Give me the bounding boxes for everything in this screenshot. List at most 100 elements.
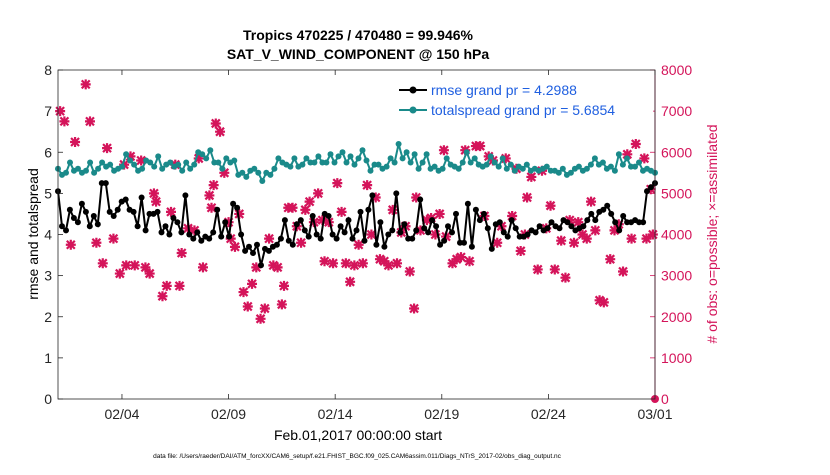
- y-left-tick-label: 6: [44, 144, 52, 160]
- obs-assimilated-marker: [223, 217, 234, 228]
- x-tick-label: 02/04: [104, 406, 139, 422]
- totalspread-marker: [187, 165, 194, 172]
- obs-assimilated-marker: [451, 254, 462, 265]
- y-axis-label-left: rmse and totalspread: [25, 168, 41, 300]
- rmse-marker: [234, 204, 241, 211]
- obs-assimilated-marker: [605, 254, 616, 265]
- obs-assimilated-marker: [581, 233, 592, 244]
- rmse-marker: [63, 227, 69, 234]
- rmse-marker: [206, 235, 213, 242]
- rmse-marker: [345, 217, 352, 224]
- totalspread-marker: [291, 155, 298, 162]
- totalspread-marker: [299, 161, 306, 168]
- rmse-marker: [285, 237, 292, 244]
- y-left-tick-label: 8: [44, 62, 52, 78]
- totalspread-marker: [327, 151, 334, 158]
- totalspread-marker: [203, 155, 210, 162]
- rmse-marker: [433, 223, 440, 230]
- rmse-marker: [584, 217, 591, 224]
- obs-assimilated-marker: [349, 260, 360, 271]
- obs-assimilated-marker: [411, 192, 422, 203]
- obs-assimilated-marker: [234, 208, 245, 219]
- totalspread-marker: [599, 159, 606, 166]
- totalspread-marker: [199, 151, 206, 158]
- totalspread-marker: [575, 163, 582, 170]
- rmse-marker: [604, 202, 611, 209]
- rmse-marker: [246, 243, 252, 250]
- rmse-marker: [265, 247, 272, 254]
- totalspread-marker: [99, 159, 106, 166]
- totalspread-marker: [383, 163, 390, 170]
- totalspread-marker: [219, 165, 226, 172]
- obs-assimilated-marker: [97, 258, 108, 269]
- totalspread-marker: [147, 159, 154, 166]
- rmse-marker: [389, 227, 396, 234]
- axes-box: [57, 69, 656, 400]
- totalspread-marker: [155, 153, 162, 160]
- obs-assimilated-marker: [357, 258, 368, 269]
- rmse-marker: [409, 235, 416, 242]
- obs-assimilated-marker: [345, 276, 356, 287]
- obs-assimilated-marker: [108, 233, 119, 244]
- y-left-tick-label: 3: [44, 268, 52, 284]
- obs-assimilated-marker: [125, 151, 136, 162]
- obs-assimilated-marker: [577, 229, 588, 240]
- obs-assimilated-marker: [242, 301, 253, 312]
- totalspread-marker: [179, 167, 186, 174]
- right-axis-ticks: 0 1000 2000 3000 4000 5000 6000 7000 8000: [650, 62, 692, 407]
- rmse-marker: [608, 210, 615, 217]
- rmse-marker: [588, 210, 595, 217]
- obs-assimilated-marker: [622, 149, 633, 160]
- obs-assimilated-marker: [304, 196, 315, 207]
- x-axis-label: Feb.01,2017 00:00:00 start: [274, 427, 442, 443]
- totalspread-marker: [223, 155, 230, 162]
- totalspread-marker: [239, 169, 246, 176]
- rmse-marker: [273, 241, 280, 248]
- totalspread-marker: [523, 161, 530, 168]
- obs-assimilated-marker: [362, 180, 373, 191]
- obs-assimilated-marker: [379, 256, 390, 267]
- rmse-marker: [476, 217, 483, 224]
- obs-assimilated-marker: [148, 188, 159, 199]
- rmse-marker: [445, 223, 451, 230]
- obs-assimilated-marker: [129, 260, 140, 271]
- totalspread-marker: [255, 169, 262, 176]
- rmse-marker: [86, 223, 93, 230]
- obs-assimilated-marker: [193, 153, 204, 164]
- obs-assimilated-marker: [613, 219, 624, 230]
- totalspread-marker: [83, 167, 89, 174]
- rmse-marker: [94, 221, 101, 228]
- totalspread-marker: [543, 163, 550, 170]
- rmse-marker: [417, 196, 424, 203]
- rmse-marker: [377, 219, 384, 226]
- obs-assimilated-marker: [560, 272, 571, 283]
- rmse-marker: [464, 200, 471, 207]
- obs-assimilated-marker: [255, 313, 266, 324]
- rmse-marker: [82, 208, 89, 215]
- obs-assimilated-marker: [522, 192, 533, 203]
- totalspread-marker: [87, 159, 94, 166]
- obs-assimilated-marker: [336, 206, 347, 217]
- obs-assimilated-marker: [586, 196, 597, 207]
- totalspread-marker: [275, 155, 282, 162]
- totalspread-marker: [375, 161, 382, 168]
- rmse-marker: [254, 241, 260, 248]
- rmse-marker: [154, 208, 161, 215]
- obs-assimilated-marker: [545, 200, 556, 211]
- totalspread-marker: [123, 151, 130, 158]
- obs-assimilated-marker: [515, 245, 526, 256]
- obs-assimilated-marker: [215, 126, 226, 137]
- legend-rmse-marker: [409, 86, 417, 94]
- obs-assimilated-marker: [189, 225, 200, 236]
- obs-assimilated-marker: [573, 217, 584, 228]
- rmse-marker: [441, 237, 448, 244]
- totalspread-marker: [107, 161, 114, 168]
- totalspread-marker: [423, 151, 430, 158]
- rmse-marker: [612, 219, 619, 226]
- rmse-marker: [337, 223, 344, 230]
- rmse-marker: [532, 229, 539, 236]
- totalspread-marker: [323, 159, 330, 166]
- y-left-tick-label: 0: [44, 391, 52, 407]
- totalspread-marker: [159, 165, 166, 172]
- rmse-marker: [592, 217, 599, 224]
